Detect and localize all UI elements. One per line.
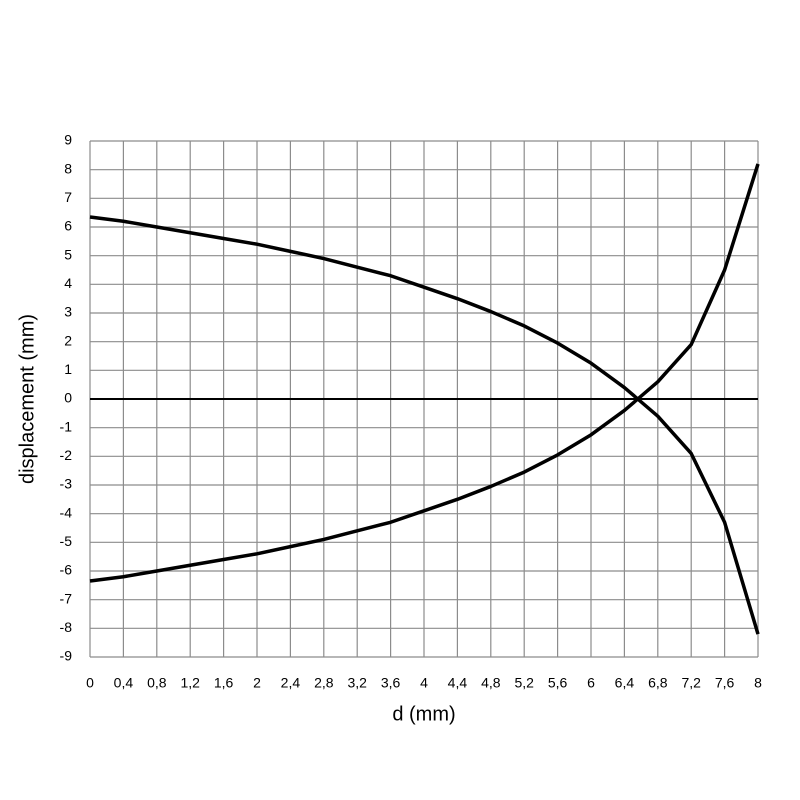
y-tick-label: -8 <box>60 619 73 635</box>
y-tick-label: 8 <box>64 160 72 176</box>
x-tick-label: 4,4 <box>448 675 468 691</box>
x-tick-label: 4,8 <box>481 675 501 691</box>
y-tick-label: -9 <box>60 648 73 664</box>
y-tick-label: 4 <box>64 275 72 291</box>
y-tick-label: 5 <box>64 246 72 262</box>
y-tick-label: -3 <box>60 476 73 492</box>
data-line <box>89 215 760 635</box>
x-tick-label: 1,2 <box>180 675 200 691</box>
x-tick-label: 1,6 <box>214 675 234 691</box>
x-tick-label: 8 <box>754 675 762 691</box>
y-tick-label: -4 <box>60 504 73 520</box>
x-axis-title: d (mm) <box>392 703 455 725</box>
x-tick-label: 2,8 <box>314 675 334 691</box>
x-tick-label: 2,4 <box>281 675 301 691</box>
y-tick-label: 7 <box>64 189 72 205</box>
data-line <box>89 163 760 583</box>
y-tick-label: 2 <box>64 332 72 348</box>
y-tick-label: -6 <box>60 562 73 578</box>
x-tick-label: 0,8 <box>147 675 167 691</box>
x-tick-label: 7,2 <box>681 675 701 691</box>
x-tick-label: 4 <box>420 675 428 691</box>
x-tick-label: 0 <box>86 675 94 691</box>
x-tick-label: 6 <box>587 675 595 691</box>
y-tick-label: 0 <box>64 390 72 406</box>
x-tick-label: 2 <box>253 675 261 691</box>
x-tick-label: 7,6 <box>715 675 735 691</box>
x-tick-label: 5,6 <box>548 675 568 691</box>
x-tick-label: 0,4 <box>114 675 134 691</box>
x-tick-label: 6,4 <box>615 675 635 691</box>
y-tick-label: 9 <box>64 132 72 148</box>
x-tick-label: 3,6 <box>381 675 401 691</box>
y-tick-label: 1 <box>64 361 72 377</box>
x-tick-label: 6,8 <box>648 675 668 691</box>
y-tick-label: -5 <box>60 533 73 549</box>
y-axis-title: displacement (mm) <box>16 314 38 484</box>
x-tick-label: 3,2 <box>347 675 367 691</box>
y-tick-label: -7 <box>60 590 73 606</box>
y-tick-label: -2 <box>60 447 73 463</box>
y-tick-label: 6 <box>64 218 72 234</box>
y-tick-label: -1 <box>60 418 73 434</box>
x-tick-label: 5,2 <box>514 675 534 691</box>
y-tick-label: 3 <box>64 304 72 320</box>
